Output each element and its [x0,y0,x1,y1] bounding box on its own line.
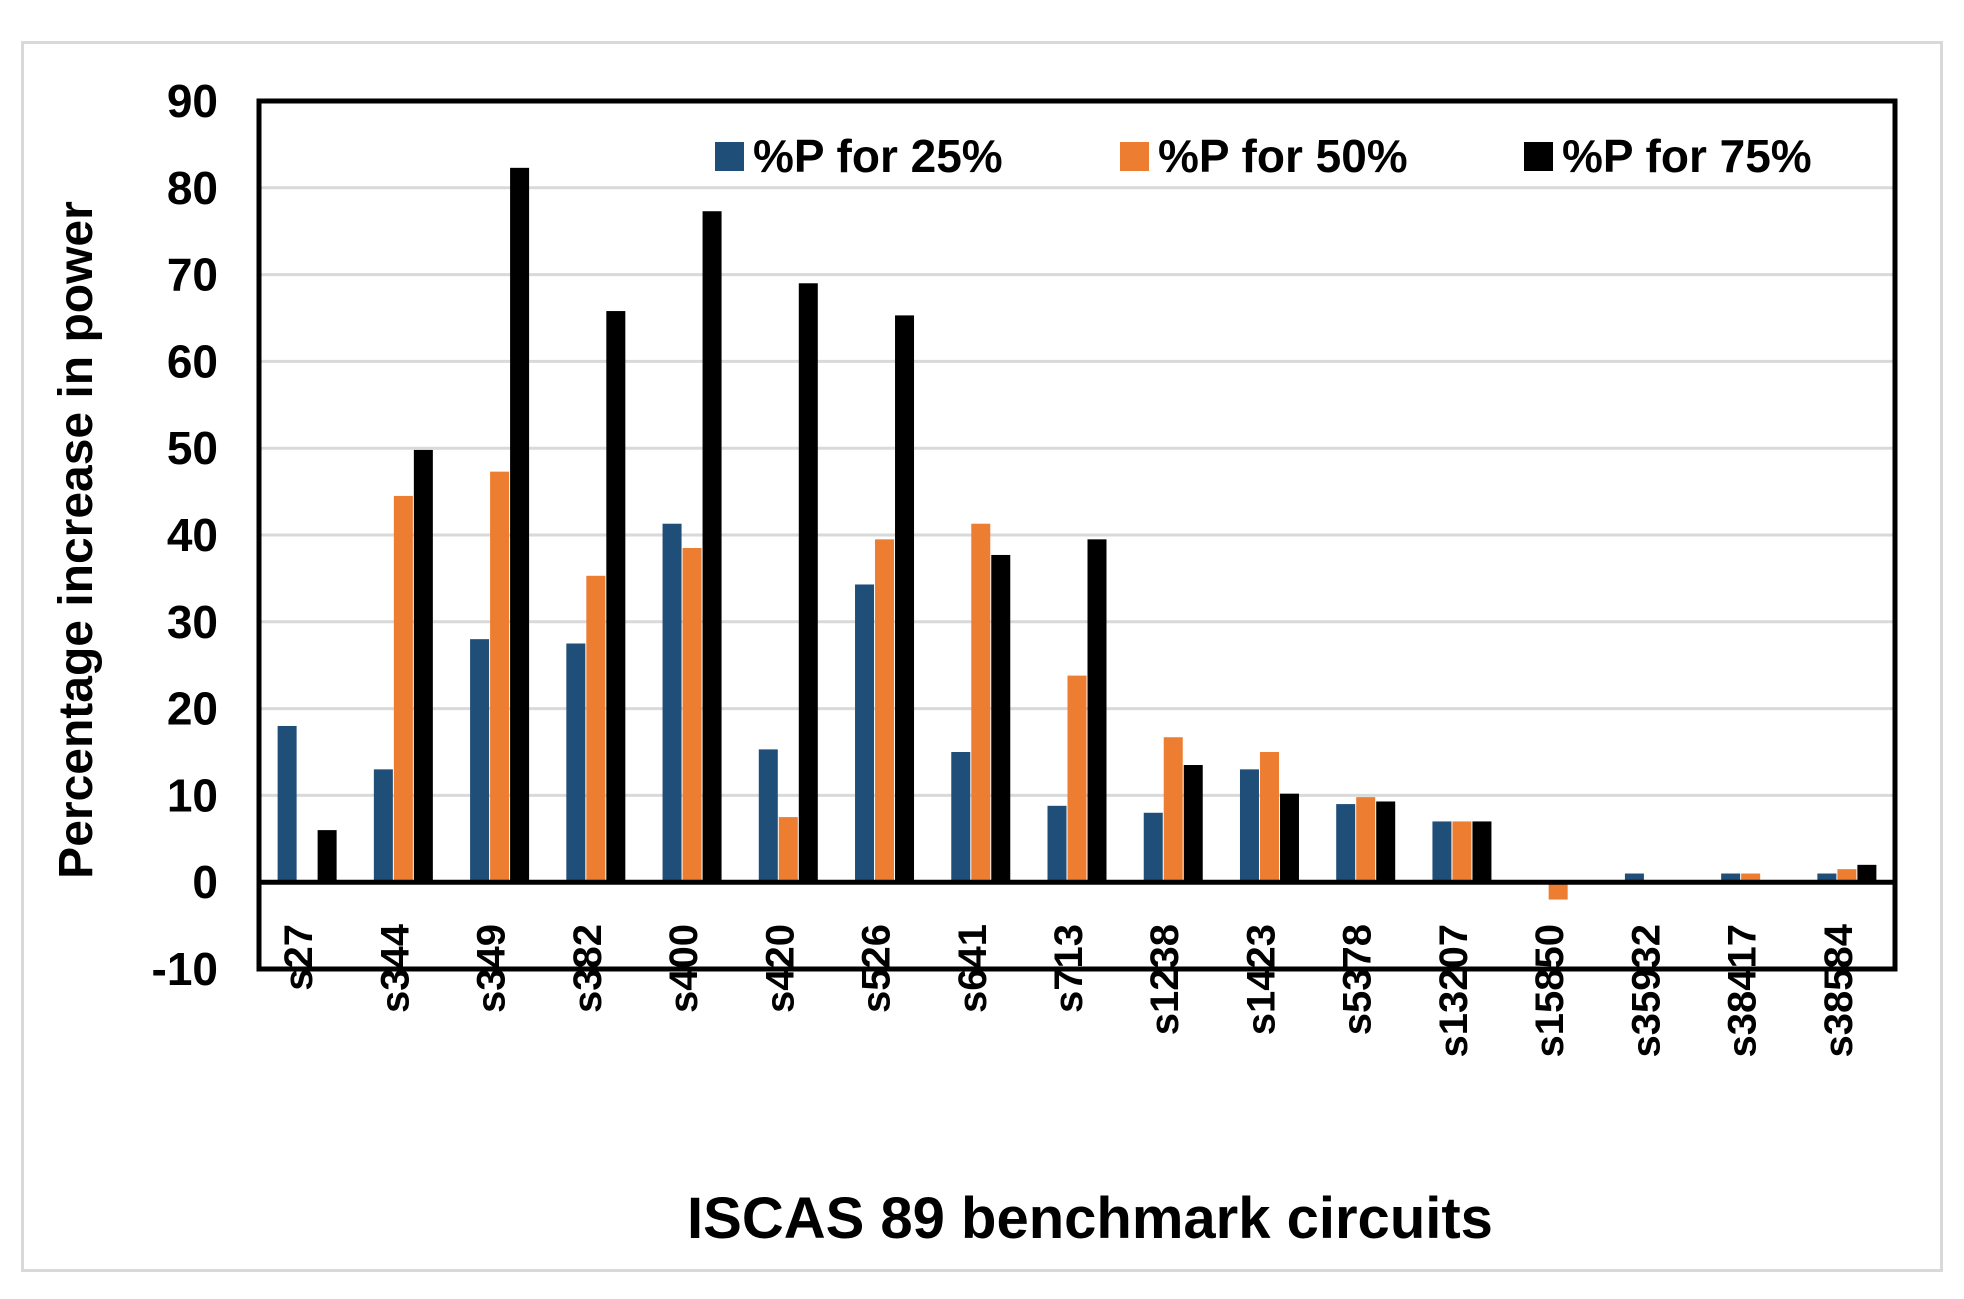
x-tick-label: s382 [566,924,610,1013]
x-tick-label: s344 [373,923,417,1013]
bar-s344-series-2 [393,495,413,883]
bar-s1238-series-3 [1183,765,1203,883]
bar-s420-series-2 [778,817,798,883]
y-axis-label: Percentage increase in power [50,201,103,879]
y-tick-labels: -10 0 10 20 30 40 50 60 70 80 90 [152,75,218,995]
plot-border [256,98,1898,972]
bar-s35932-series-1 [1624,873,1644,883]
legend-swatch-3 [1524,142,1553,171]
bar-s382-series-1 [566,643,586,883]
x-tick-label: s420 [758,924,802,1013]
legend-label-2: %P for 50% [1158,130,1408,182]
bar-s420-series-3 [798,283,818,883]
bar-s349-series-3 [510,167,530,883]
gridlines [259,186,1895,797]
bar-s5378-series-3 [1376,801,1396,883]
bar-s382-series-2 [586,575,606,883]
y-tick-label: 60 [167,335,218,387]
y-tick-label: 30 [167,596,218,648]
y-tick-label: 0 [192,856,218,908]
x-tick-label: s38584 [1817,923,1861,1057]
bar-s713-series-2 [1067,675,1087,883]
y-tick-label: 50 [167,422,218,474]
bar-s38584-series-1 [1817,873,1837,883]
bar-s27-series-1 [277,725,297,883]
bar-s1238-series-1 [1143,812,1163,883]
bar-s382-series-3 [606,311,626,883]
axes [256,98,1898,972]
x-tick-label: s27 [277,924,321,991]
x-tick-label: s38417 [1721,924,1765,1057]
bar-s349-series-1 [470,639,490,883]
y-tick-label: 80 [167,162,218,214]
x-tick-label: s13207 [1432,924,1476,1057]
bar-s38584-series-2 [1837,869,1857,883]
bar-s641-series-2 [971,523,991,883]
legend-swatch-1 [715,142,744,171]
y-tick-label: 90 [167,75,218,127]
legend: %P for 25% %P for 50% %P for 75% [715,130,1812,182]
bar-s1423-series-3 [1279,793,1299,883]
bar-s526-series-2 [875,539,895,883]
bar-s400-series-1 [662,523,682,883]
x-tick-label: s1238 [1143,924,1187,1035]
bar-s400-series-2 [682,548,702,883]
bar-s38584-series-3 [1857,864,1877,883]
bar-s38417-series-2 [1741,873,1761,883]
y-tick-label: -10 [152,943,218,995]
x-tick-label: s1423 [1239,924,1283,1035]
bar-s13207-series-3 [1472,821,1492,883]
bar-s344-series-3 [413,449,433,883]
bar-s13207-series-2 [1452,821,1472,883]
bar-s349-series-2 [490,471,510,883]
x-tick-label: s5378 [1336,924,1380,1035]
bar-s713-series-3 [1087,539,1107,883]
bar-s713-series-1 [1047,805,1067,883]
x-tick-label: s641 [951,924,995,1013]
x-axis-label: ISCAS 89 benchmark circuits [687,1186,1493,1251]
bar-s15850-series-2 [1548,882,1568,900]
y-tick-label: 40 [167,509,218,561]
legend-swatch-2 [1120,142,1149,171]
legend-label-1: %P for 25% [753,130,1003,182]
bar-s1423-series-1 [1239,769,1259,883]
bar-s344-series-1 [373,769,393,883]
bars [277,167,1877,900]
y-tick-label: 20 [167,683,218,735]
x-tick-label: s526 [855,924,899,1013]
bar-s27-series-3 [317,830,337,883]
bar-s5378-series-1 [1336,804,1356,883]
bar-s1238-series-2 [1163,737,1183,883]
x-tick-label: s349 [470,924,514,1013]
bar-s420-series-1 [758,749,778,883]
bar-s526-series-3 [895,315,915,883]
bar-s526-series-1 [855,584,875,883]
x-tick-label: s15850 [1528,924,1572,1057]
bar-s13207-series-1 [1432,821,1452,883]
x-tick-label: s713 [1047,924,1091,1013]
bar-s641-series-1 [951,752,971,883]
bar-s5378-series-2 [1356,797,1376,883]
bar-s641-series-3 [991,554,1011,883]
y-tick-label: 70 [167,249,218,301]
x-tick-label: s35932 [1624,924,1668,1057]
x-tick-label: s400 [662,924,706,1013]
y-tick-label: 10 [167,769,218,821]
bar-s38417-series-1 [1721,873,1741,883]
legend-label-3: %P for 75% [1562,130,1812,182]
bar-s1423-series-2 [1259,752,1279,883]
bar-s400-series-3 [702,211,722,883]
x-tick-labels: s27 s344 s349 s382 s400 s420 s526 s641 s713 s1238… [277,923,1861,1057]
